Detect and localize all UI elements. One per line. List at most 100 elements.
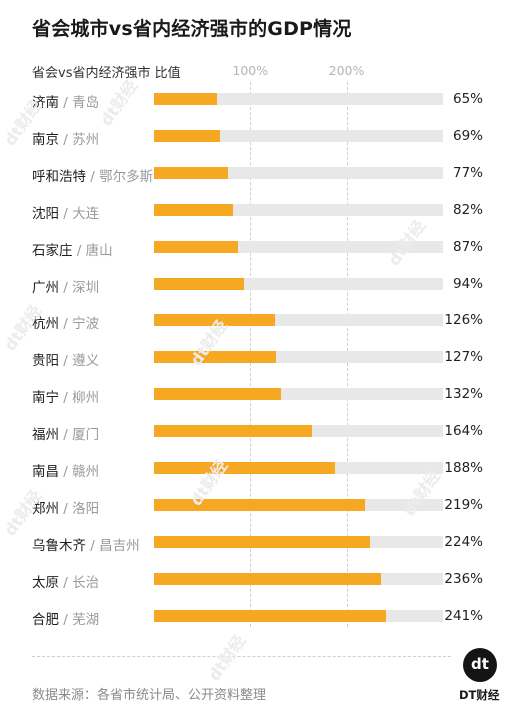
chart-row: 沈阳 / 大连 82% [0,193,525,229]
comparison-city-name: 洛阳 [72,500,100,517]
provincial-capital-name: 福州 [32,427,59,444]
bar [154,425,312,438]
provincial-capital-name: 南宁 [32,390,59,407]
comparison-city-name: 遵义 [72,353,100,370]
chart-row: 广州 / 深圳 94% [0,267,525,303]
provincial-capital-name: 石家庄 [32,242,73,259]
row-label: 石家庄 / 唐山 [32,239,113,259]
label-separator: / [59,95,73,111]
provincial-capital-name: 太原 [32,574,59,591]
bar-track [154,129,443,142]
label-separator: / [59,316,73,333]
bar [154,203,233,216]
watermark-mark: dt财经 [204,631,250,685]
chart-row: 贵阳 / 遵义 127% [0,340,525,376]
label-separator: / [59,131,73,148]
row-label: 合肥 / 芜湖 [32,608,99,628]
comparison-city-name: 鄂尔多斯 [99,168,154,185]
row-label: 福州 / 厦门 [32,423,99,443]
value-label: 69% [452,127,483,144]
column-header-label: 省会vs省内经济强市 比值 [32,66,181,81]
comparison-city-name: 深圳 [72,279,100,296]
row-label: 广州 / 深圳 [32,276,99,296]
provincial-capital-name: 沈阳 [32,205,59,222]
chart-row: 呼和浩特 / 鄂尔多斯 77% [0,156,525,192]
comparison-city-name: 厦门 [72,427,100,444]
brand-name: DT财经 [459,688,500,702]
bar-track [154,93,443,105]
footer-divider [32,656,451,657]
label-separator: / [59,500,73,517]
bar [154,93,217,105]
value-label: 77% [452,164,483,181]
row-label: 济南 / 青岛 [32,91,99,111]
row-label: 贵阳 / 遵义 [32,349,99,369]
row-label: 呼和浩特 / 鄂尔多斯 [32,165,153,185]
value-label: 127% [444,349,483,366]
label-separator: / [72,242,86,259]
bar [154,498,365,511]
bar [154,535,370,548]
logo-text: dt [471,655,489,673]
chart-row: 石家庄 / 唐山 87% [0,230,525,266]
chart-row: 杭州 / 宁波 126% [0,303,525,339]
x-tick-label: 100% [232,63,269,78]
label-separator: / [59,279,73,296]
value-label: 219% [444,496,483,513]
label-separator: / [59,353,73,370]
comparison-city-name: 大连 [72,205,100,222]
chart-row: 南宁 / 柳州 132% [0,377,525,413]
bar [154,166,229,179]
row-label: 南宁 / 柳州 [32,386,99,406]
value-label: 82% [452,201,483,218]
bar [154,240,238,253]
chart-title: 省会城市vs省内经济强市的GDP情况 [32,18,352,40]
value-label: 241% [444,607,483,624]
comparison-city-name: 青岛 [72,95,100,111]
chart-row: 太原 / 长治 236% [0,562,525,598]
provincial-capital-name: 合肥 [32,611,59,628]
comparison-city-name: 苏州 [72,131,100,148]
bar [154,277,245,290]
value-label: 126% [444,312,483,329]
bar [154,609,386,622]
label-separator: / [86,168,100,185]
label-separator: / [59,611,73,628]
label-separator: / [86,537,100,554]
comparison-city-name: 唐山 [85,242,113,259]
provincial-capital-name: 广州 [32,279,59,296]
value-label: 87% [452,238,483,255]
provincial-capital-name: 郑州 [32,500,59,517]
bar [154,462,335,474]
value-label: 164% [444,423,483,440]
x-tick-label: 200% [328,63,365,78]
row-label: 郑州 / 洛阳 [32,497,99,517]
dt-logo-icon: dt [463,648,497,682]
comparison-city-name: 长治 [72,574,100,591]
row-label: 杭州 / 宁波 [32,312,99,332]
bar [154,388,282,401]
chart-row: 郑州 / 洛阳 219% [0,488,525,524]
value-label: 188% [444,460,483,476]
bar [154,314,276,327]
comparison-city-name: 昌吉州 [99,537,140,554]
provincial-capital-name: 南京 [32,131,59,148]
data-source: 数据来源：各省市统计局、公开资料整理 [32,688,267,703]
value-label: 132% [444,386,483,403]
bar [154,351,277,364]
provincial-capital-name: 杭州 [32,316,59,333]
value-label: 224% [444,533,483,550]
bar [154,572,382,585]
chart-row: 乌鲁木齐 / 昌吉州 224% [0,525,525,561]
value-label: 65% [452,91,483,107]
label-separator: / [59,574,73,591]
chart-row: 济南 / 青岛 65% [0,82,525,118]
comparison-city-name: 宁波 [72,316,100,333]
label-separator: / [59,205,73,222]
provincial-capital-name: 南昌 [32,464,59,480]
row-label: 太原 / 长治 [32,571,99,591]
chart-row: 南京 / 苏州 69% [0,119,525,155]
row-label: 南昌 / 赣州 [32,460,99,480]
value-label: 94% [452,275,483,292]
chart-row: 福州 / 厦门 164% [0,414,525,450]
